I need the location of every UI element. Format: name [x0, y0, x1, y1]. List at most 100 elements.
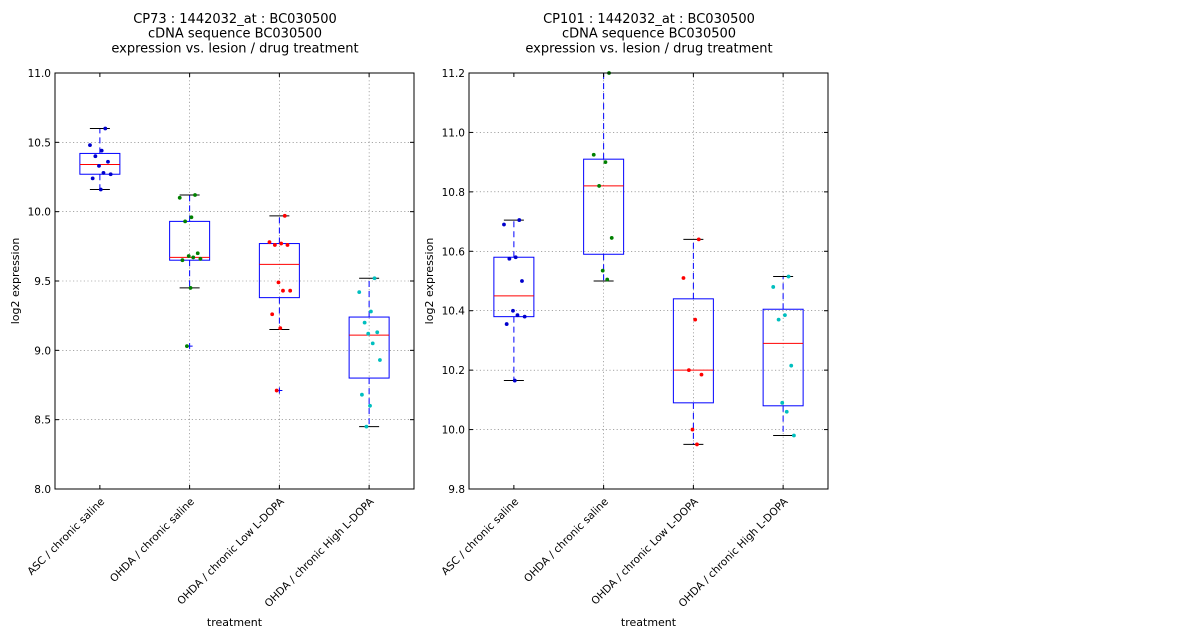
data-point	[93, 154, 98, 159]
y-tick-label: 10.8	[442, 187, 465, 199]
chart-panel-2: CP101 : 1442032_at : BC030500 cDNA sequen…	[423, 12, 829, 629]
x-tick-label: OHDA / chronic Low L-DOPA	[589, 495, 701, 607]
data-point	[98, 187, 103, 192]
data-point	[696, 237, 701, 242]
data-point	[279, 241, 284, 246]
x-axis-label: treatment	[207, 616, 263, 629]
data-point	[783, 313, 787, 318]
y-tick-label: 9.5	[34, 276, 51, 288]
y-tick-label: 10.0	[28, 207, 51, 219]
y-tick-label: 9.0	[34, 345, 51, 357]
data-point	[276, 280, 281, 285]
data-point	[282, 213, 287, 218]
data-point	[198, 256, 203, 261]
data-point	[603, 160, 608, 165]
iqr-box	[348, 316, 390, 379]
data-point	[591, 152, 596, 157]
data-point	[693, 317, 698, 322]
data-point	[180, 258, 185, 263]
iqr-box	[672, 298, 714, 404]
data-point	[108, 172, 113, 177]
y-tick-label: 10.4	[442, 306, 466, 318]
data-point	[285, 243, 290, 247]
data-point	[272, 243, 277, 247]
x-tick-label: ASC / chronic saline	[25, 496, 107, 578]
data-point	[369, 309, 373, 314]
y-axis-label: log2 expression	[423, 238, 436, 325]
data-point	[288, 288, 293, 293]
data-point	[686, 368, 691, 373]
data-point	[517, 218, 522, 222]
x-tick-label: OHDA / chronic High L-DOPA	[676, 495, 791, 610]
data-point	[600, 268, 605, 273]
data-point	[789, 363, 794, 368]
data-point	[786, 274, 791, 279]
data-point	[183, 219, 188, 224]
y-tick-label: 10.5	[28, 137, 51, 149]
data-point	[784, 409, 789, 414]
data-point	[699, 372, 704, 377]
box-4	[348, 276, 390, 429]
chart-title-line: CP73 : 1442032_at : BC030500	[133, 12, 337, 27]
x-tick-label: OHDA / chronic saline	[522, 496, 611, 585]
chart-panel-1: CP73 : 1442032_at : BC030500 cDNA sequenc…	[9, 12, 415, 629]
x-tick-label: OHDA / chronic saline	[108, 496, 197, 585]
data-point	[792, 433, 796, 438]
chart-title-line: cDNA sequence BC030500	[148, 27, 322, 42]
chart-title-line: expression vs. lesion / drug treatment	[525, 41, 772, 56]
y-tick-label: 11.0	[442, 127, 465, 139]
box-1	[493, 218, 535, 383]
y-axis-label: log2 expression	[9, 238, 22, 325]
iqr-box	[79, 152, 121, 175]
data-point	[375, 330, 380, 335]
data-point	[695, 442, 699, 447]
data-point	[274, 388, 279, 393]
chart-title-line: CP101 : 1442032_at : BC030500	[543, 12, 755, 27]
data-point	[366, 331, 371, 336]
data-point	[681, 276, 686, 280]
data-point	[515, 313, 520, 318]
data-point	[520, 279, 524, 283]
data-point	[103, 126, 108, 131]
y-tick-label: 9.8	[448, 484, 465, 496]
data-point	[191, 255, 196, 260]
data-point	[507, 256, 512, 261]
data-point	[270, 312, 275, 317]
data-point	[690, 427, 695, 432]
data-point	[780, 400, 785, 405]
data-point	[97, 164, 101, 168]
data-point	[370, 341, 375, 346]
iqr-box	[169, 220, 211, 261]
data-point	[378, 358, 382, 362]
chart-title-line: cDNA sequence BC030500	[562, 27, 736, 42]
x-axis-label: treatment	[621, 616, 677, 629]
data-point	[512, 378, 517, 383]
iqr-box	[762, 308, 804, 407]
plot-frame	[468, 72, 829, 490]
data-point	[362, 320, 367, 325]
data-point	[185, 344, 189, 349]
data-point	[511, 308, 515, 313]
data-point	[281, 288, 285, 293]
data-point	[522, 314, 527, 319]
chart-title: CP73 : 1442032_at : BC030500 cDNA sequenc…	[111, 12, 358, 56]
box-3	[258, 213, 300, 394]
data-point	[88, 143, 92, 148]
data-point	[597, 184, 602, 188]
data-point	[504, 322, 509, 326]
data-point	[186, 254, 191, 258]
y-tick-label: 11.2	[442, 68, 465, 80]
y-tick-label: 11.0	[28, 68, 51, 80]
iqr-box	[493, 256, 535, 318]
data-point	[502, 222, 506, 227]
y-tick-label: 10.6	[442, 246, 466, 258]
chart-title-line: expression vs. lesion / drug treatment	[111, 41, 358, 56]
data-point	[605, 277, 610, 282]
iqr-box	[583, 158, 625, 255]
data-point	[357, 290, 362, 294]
y-tick-label: 8.5	[34, 415, 51, 427]
data-point	[195, 251, 200, 256]
data-point	[101, 170, 106, 175]
data-point	[106, 159, 110, 164]
